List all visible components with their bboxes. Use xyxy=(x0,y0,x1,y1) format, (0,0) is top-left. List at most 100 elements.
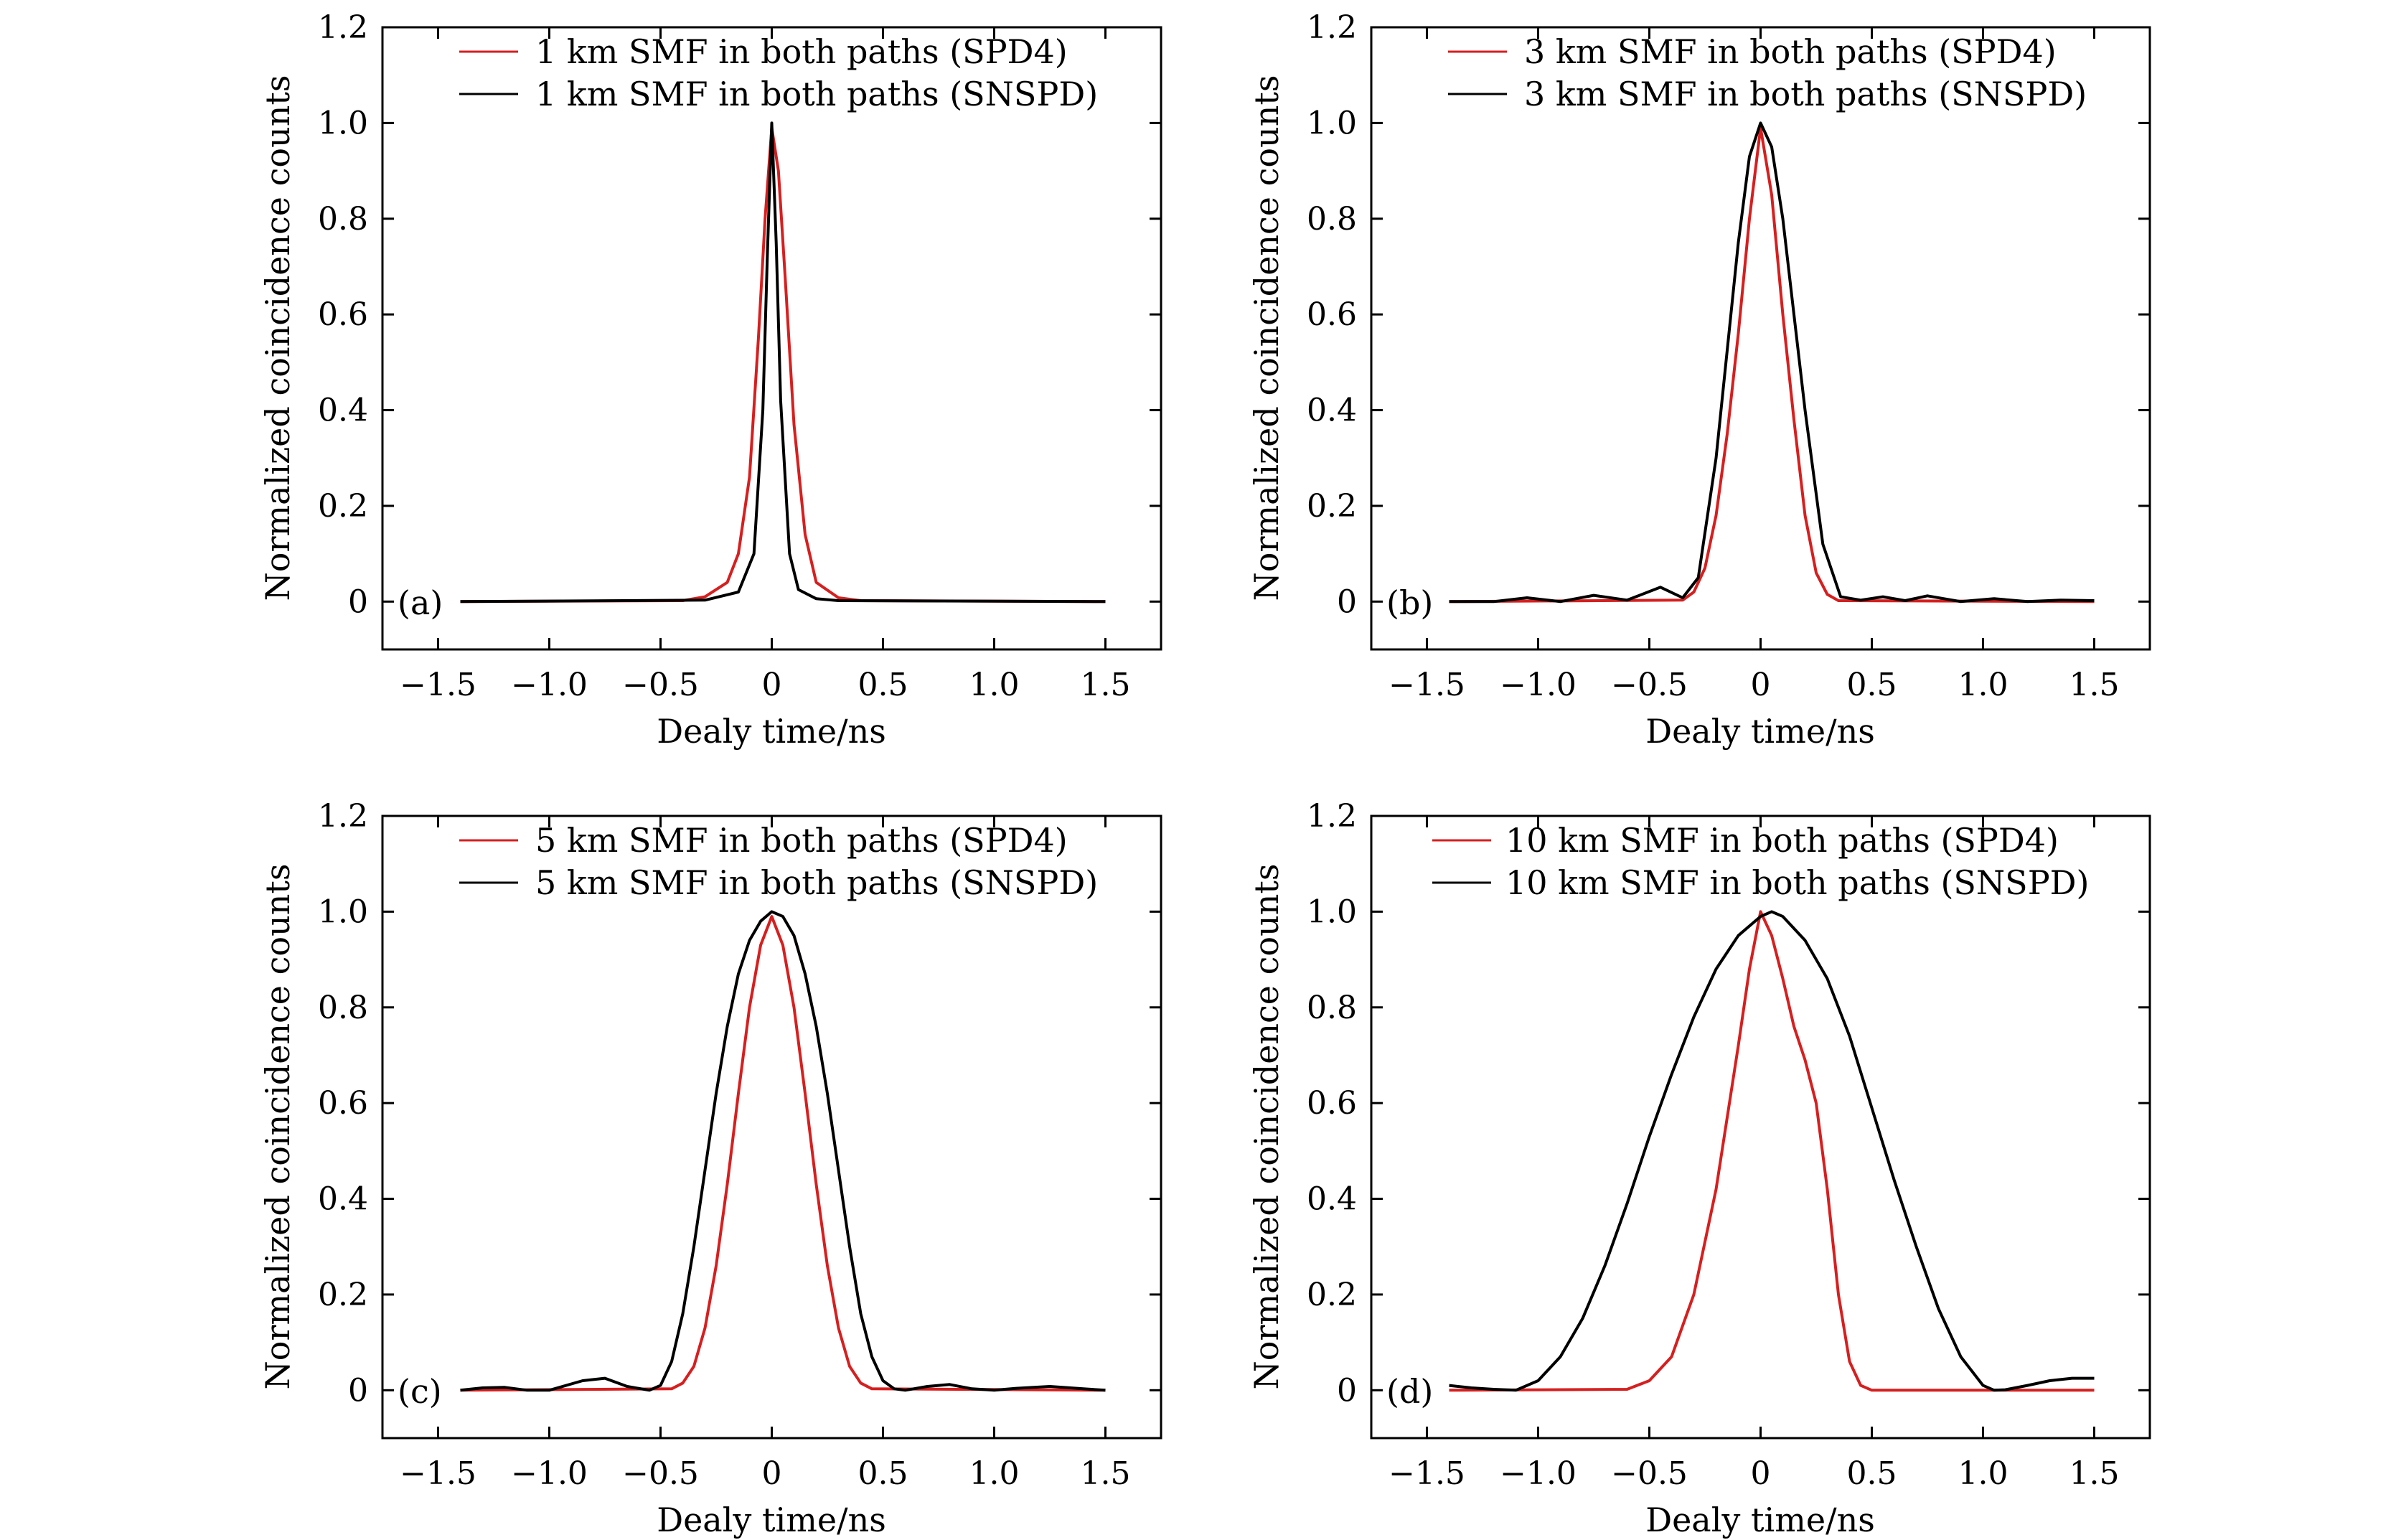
y-tick-label: 0 xyxy=(348,1372,368,1409)
legend-label-snspd: 5 km SMF in both paths (SNSPD) xyxy=(535,863,1098,902)
x-tick-label: 0 xyxy=(762,1455,782,1492)
y-tick-label: 1.2 xyxy=(318,798,368,835)
panel-c: −1.5 −1.0 −0.5 0 0.5 1.0 1.5 0 0.2 0.4 0.6 0.8 1.0 1.… xyxy=(258,798,1162,1539)
x-tick-label: 0 xyxy=(762,667,782,703)
y-tick-label: 1.2 xyxy=(1307,9,1357,46)
y-tick-label: 0.8 xyxy=(318,990,368,1026)
series-line-snspd xyxy=(1449,121,2095,604)
x-axis-title: Dealy time/ns xyxy=(1645,1501,1875,1539)
panel-label: (a) xyxy=(398,583,443,622)
y-tick-label: 0 xyxy=(1337,583,1357,620)
x-tick-label: 0 xyxy=(1751,667,1771,703)
panel-a: −1.5 −1.0 −0.5 0 0.5 1.0 1.5 0 0.2 0.4 0.6 0.8 1.0 1.… xyxy=(258,9,1162,751)
x-tick-label: 0 xyxy=(1751,1455,1771,1492)
y-tick-label: 0.2 xyxy=(1307,488,1357,525)
panel-b: −1.5 −1.0 −0.5 0 0.5 1.0 1.5 0 0.2 0.4 0.6 0.8 1.0 1.… xyxy=(1247,9,2151,751)
y-tick-label: 0.8 xyxy=(318,201,368,238)
legend: 10 km SMF in both paths (SPD4) 10 km SMF… xyxy=(1432,821,2089,902)
panel-label: (b) xyxy=(1386,583,1433,622)
x-tick-label: −0.5 xyxy=(1611,667,1688,703)
y-tick-label: 0.8 xyxy=(1307,201,1357,238)
legend-label-spd4: 1 km SMF in both paths (SPD4) xyxy=(535,32,1068,71)
y-tick-label: 0.2 xyxy=(1307,1277,1357,1313)
legend: 5 km SMF in both paths (SPD4) 5 km SMF i… xyxy=(459,821,1098,902)
plot-frame xyxy=(1370,26,2151,651)
y-tick-label: 1.0 xyxy=(318,893,368,930)
x-tick-label: 0.5 xyxy=(1847,667,1897,703)
x-tick-label: 0.5 xyxy=(1847,1455,1897,1492)
y-tick-label: 0 xyxy=(348,583,368,620)
y-tick-label: 0.6 xyxy=(1307,1085,1357,1122)
x-tick-label: −1.5 xyxy=(1389,1455,1465,1492)
plot-frame xyxy=(381,814,1162,1440)
x-tick-label: 1.5 xyxy=(1081,1455,1131,1492)
y-axis-title: Normalized coincidence counts xyxy=(1247,75,1286,601)
legend: 3 km SMF in both paths (SPD4) 3 km SMF i… xyxy=(1448,32,2087,113)
legend-label-snspd: 3 km SMF in both paths (SNSPD) xyxy=(1524,75,2087,113)
y-tick-label: 0.4 xyxy=(318,1181,368,1218)
y-axis-title: Normalized coincidence counts xyxy=(258,75,297,601)
x-tick-label: −1.0 xyxy=(511,667,588,703)
x-tick-label: −0.5 xyxy=(622,667,699,703)
x-tick-label: −0.5 xyxy=(1611,1455,1688,1492)
y-tick-label: 1.0 xyxy=(1307,105,1357,141)
y-tick-label: 1.0 xyxy=(1307,893,1357,930)
plot-area: −1.5 −1.0 −0.5 0 0.5 1.0 1.5 0 0.2 0.4 0.6 0.8 1.0 1.… xyxy=(318,798,1161,1492)
legend-label-spd4: 10 km SMF in both paths (SPD4) xyxy=(1505,821,2059,860)
y-tick-label: 0.2 xyxy=(318,488,368,525)
x-axis-title: Dealy time/ns xyxy=(1645,712,1875,751)
series-line-snspd xyxy=(460,121,1106,604)
y-tick-label: 0.4 xyxy=(1307,393,1357,429)
y-axis-title: Normalized coincidence counts xyxy=(1247,864,1286,1390)
series-line-snspd xyxy=(460,910,1106,1392)
y-tick-label: 0.4 xyxy=(1307,1181,1357,1218)
plot-area: −1.5 −1.0 −0.5 0 0.5 1.0 1.5 0 0.2 0.4 0.6 0.8 1.0 1.… xyxy=(1307,9,2150,703)
x-tick-label: −1.0 xyxy=(511,1455,588,1492)
y-tick-label: 1.2 xyxy=(1307,798,1357,835)
legend-label-spd4: 5 km SMF in both paths (SPD4) xyxy=(535,821,1068,860)
y-tick-label: 0.6 xyxy=(318,1085,368,1122)
panel-label: (c) xyxy=(398,1372,442,1411)
y-axis-title: Normalized coincidence counts xyxy=(258,864,297,1390)
x-tick-label: 0.5 xyxy=(858,1455,908,1492)
plot-frame xyxy=(1370,814,2151,1440)
y-tick-label: 0.6 xyxy=(318,296,368,333)
y-tick-label: 1.2 xyxy=(318,9,368,46)
y-tick-label: 0.4 xyxy=(318,393,368,429)
y-tick-label: 0.2 xyxy=(318,1277,368,1313)
series-line-spd4 xyxy=(460,915,1106,1392)
y-tick-label: 0 xyxy=(1337,1372,1357,1409)
x-tick-label: −1.0 xyxy=(1500,1455,1577,1492)
x-tick-label: −1.0 xyxy=(1500,667,1577,703)
series-line-spd4 xyxy=(1449,126,2095,604)
x-tick-label: −1.5 xyxy=(1389,667,1465,703)
x-tick-label: −0.5 xyxy=(622,1455,699,1492)
x-tick-label: 0.5 xyxy=(858,667,908,703)
x-tick-label: −1.5 xyxy=(400,1455,476,1492)
x-axis-title: Dealy time/ns xyxy=(657,712,886,751)
panel-label: (d) xyxy=(1386,1372,1433,1411)
x-tick-label: 1.0 xyxy=(969,667,1020,703)
plot-area: −1.5 −1.0 −0.5 0 0.5 1.0 1.5 0 0.2 0.4 0.6 0.8 1.0 1.… xyxy=(318,9,1161,703)
series-line-spd4 xyxy=(460,126,1106,604)
legend-label-spd4: 3 km SMF in both paths (SPD4) xyxy=(1524,32,2057,71)
y-tick-label: 0.6 xyxy=(1307,296,1357,333)
x-tick-label: 1.0 xyxy=(1958,667,2008,703)
x-tick-label: 1.0 xyxy=(969,1455,1020,1492)
y-tick-label: 0.8 xyxy=(1307,990,1357,1026)
legend-label-snspd: 1 km SMF in both paths (SNSPD) xyxy=(535,75,1098,113)
x-tick-label: 1.5 xyxy=(1081,667,1131,703)
x-tick-label: 1.5 xyxy=(2069,667,2120,703)
plot-area: −1.5 −1.0 −0.5 0 0.5 1.0 1.5 0 0.2 0.4 0.6 0.8 1.0 1.… xyxy=(1307,798,2150,1492)
x-tick-label: −1.5 xyxy=(400,667,476,703)
legend-label-snspd: 10 km SMF in both paths (SNSPD) xyxy=(1505,863,2089,902)
panel-d: −1.5 −1.0 −0.5 0 0.5 1.0 1.5 0 0.2 0.4 0.6 0.8 1.0 1.… xyxy=(1247,798,2151,1539)
plot-frame xyxy=(381,26,1162,651)
y-tick-label: 1.0 xyxy=(318,105,368,141)
x-axis-title: Dealy time/ns xyxy=(657,1501,886,1539)
x-tick-label: 1.5 xyxy=(2069,1455,2120,1492)
series-line-spd4 xyxy=(1449,910,2095,1392)
legend: 1 km SMF in both paths (SPD4) 1 km SMF i… xyxy=(459,32,1098,113)
series-line-snspd xyxy=(1449,910,2095,1392)
